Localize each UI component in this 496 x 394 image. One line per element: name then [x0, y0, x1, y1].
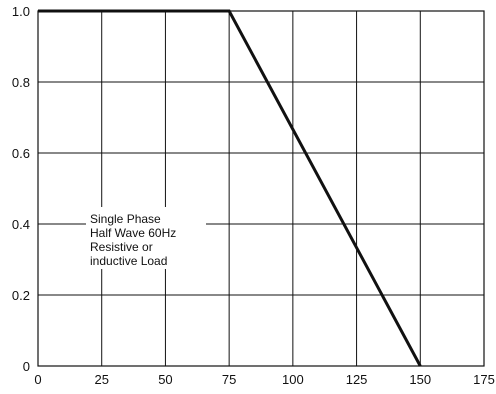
y-tick-label: 0.6 [12, 146, 30, 161]
y-tick-label: 0 [23, 359, 30, 374]
annotation-line-1: Single Phase [90, 212, 161, 226]
y-tick-label: 1.0 [12, 4, 30, 19]
tick-layer: 0 25 50 75 100 125 150 175 0 0.2 0.4 0.6 0.8 1.0 [12, 4, 495, 387]
annotation-line-4: inductive Load [90, 254, 167, 268]
plot-frame [37, 10, 485, 367]
y-tick-label: 0.8 [12, 75, 30, 90]
annotation-line-3: Resistive or [90, 240, 153, 254]
annotation-line-2: Half Wave 60Hz [90, 226, 176, 240]
y-tick-label: 0.4 [12, 217, 30, 232]
x-tick-label: 25 [94, 372, 108, 387]
x-tick-label: 50 [158, 372, 172, 387]
x-tick-label: 150 [409, 372, 431, 387]
axis-layer [37, 10, 485, 367]
x-tick-label: 125 [346, 372, 368, 387]
x-tick-label: 0 [34, 372, 41, 387]
annotation-background [86, 207, 206, 269]
y-tick-label: 0.2 [12, 288, 30, 303]
x-tick-label: 175 [473, 372, 495, 387]
x-tick-label: 100 [282, 372, 304, 387]
x-tick-label: 75 [222, 372, 236, 387]
annotation-group: Single Phase Half Wave 60Hz Resistive or… [86, 207, 206, 269]
grid-layer [37, 10, 485, 367]
